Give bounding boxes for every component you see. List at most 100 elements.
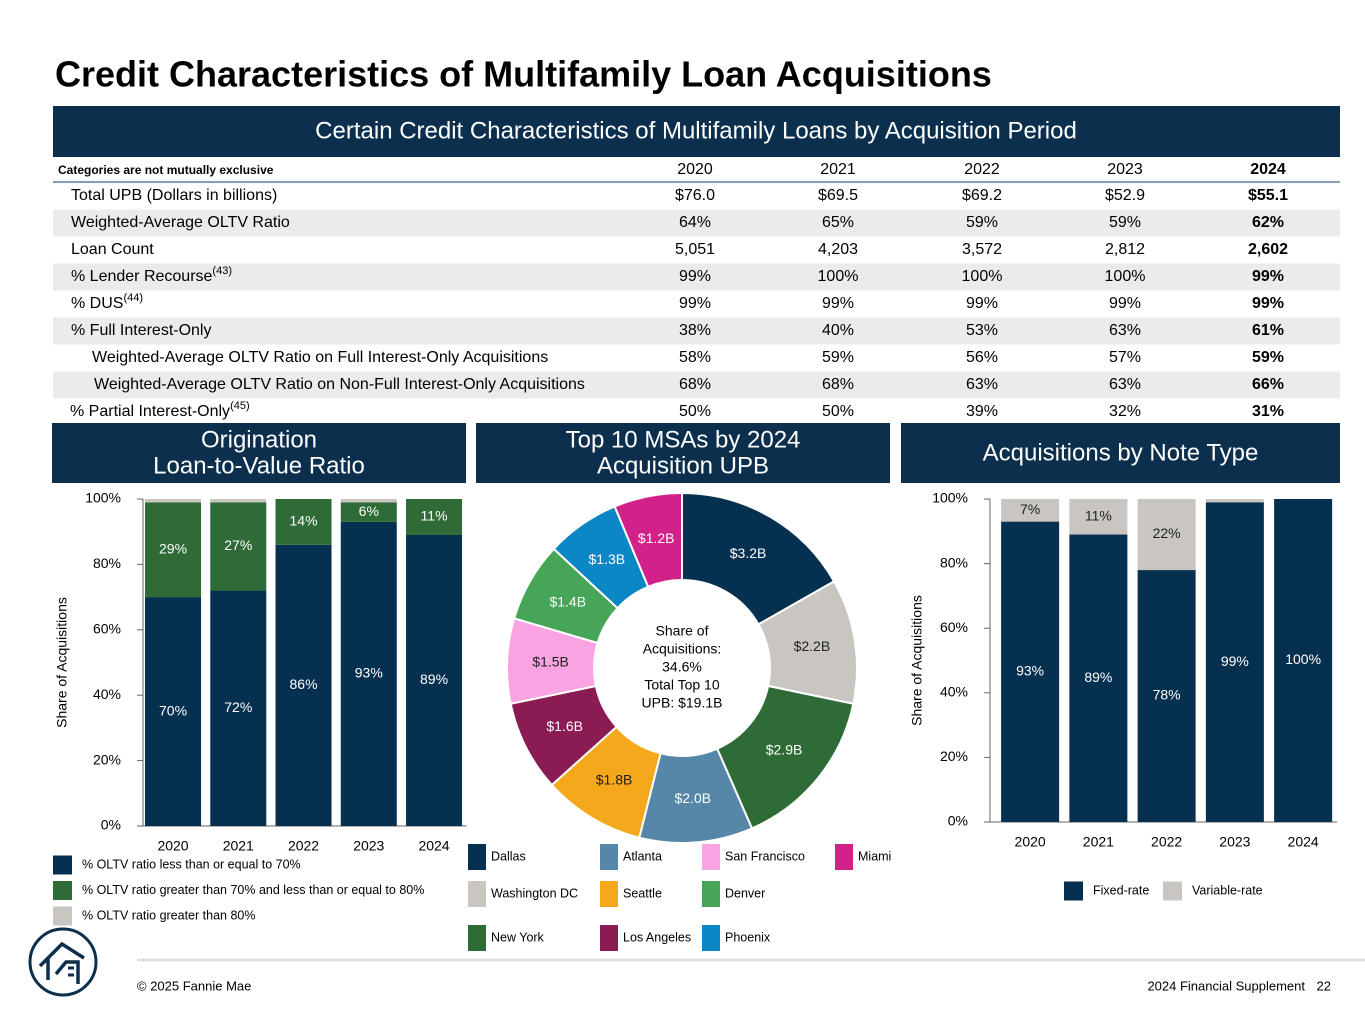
bar-segment (340, 502, 397, 522)
value-label: 6% (359, 503, 379, 519)
legend-swatch (468, 881, 486, 907)
value-label: 100% (1285, 651, 1321, 667)
table-cell: 50% (822, 403, 854, 420)
row-band (53, 371, 1340, 399)
table-cell: 99% (679, 268, 711, 285)
bar-segment (1137, 499, 1196, 571)
center-label: Share of (656, 623, 709, 639)
value-label: $2.2B (794, 638, 831, 654)
value-label: $1.3B (589, 551, 626, 567)
center-label: Acquisitions: (643, 641, 722, 657)
chart-banner (901, 423, 1340, 483)
row-label-text: Total UPB (Dollars in billions) (71, 187, 277, 204)
table-note: Categories are not mutually exclusive (58, 163, 274, 177)
x-tick-label: 2020 (157, 838, 188, 854)
row-label-text: Weighted-Average OLTV Ratio (71, 214, 290, 231)
table-cell: 68% (679, 376, 711, 393)
legend-label: Washington DC (491, 886, 578, 900)
table-cell: $76.0 (675, 187, 715, 204)
table-cell: 63% (966, 376, 998, 393)
value-label: 11% (421, 508, 448, 524)
table-cell: 2,812 (1105, 241, 1145, 258)
table-cell: 59% (1109, 214, 1141, 231)
bar-segment (275, 544, 332, 826)
bar-segment (1137, 570, 1196, 822)
value-label: $1.5B (532, 653, 569, 669)
x-tick-label: 2020 (1015, 834, 1046, 850)
legend-swatch (600, 881, 618, 907)
row-label: Total UPB (Dollars in billions) (71, 187, 277, 204)
y-tick-label: 0% (948, 813, 968, 829)
legend-swatch (702, 925, 720, 951)
legend-swatch (1163, 881, 1182, 901)
table-cell: 64% (679, 214, 711, 231)
bar-segment (1274, 499, 1333, 822)
value-label: 7% (1020, 501, 1040, 517)
bar-segment (145, 597, 202, 826)
table-cell: 99% (1252, 268, 1284, 285)
row-band (53, 209, 1340, 237)
y-tick-label: 100% (932, 490, 968, 506)
table-cell: 2,602 (1248, 241, 1288, 258)
legend-swatch (468, 844, 486, 870)
column-header: 2023 (1107, 161, 1143, 178)
bar-segment (1001, 499, 1060, 522)
table-cell: 63% (1109, 322, 1141, 339)
bar-segment (340, 499, 397, 503)
legend-label: New York (491, 930, 545, 944)
row-label-text: Weighted-Average OLTV Ratio on Full Inte… (92, 349, 548, 366)
chart-banner (476, 423, 890, 483)
x-tick-label: 2023 (1219, 834, 1250, 850)
table-cell: 5,051 (675, 241, 715, 258)
row-label-text: % Full Interest-Only (71, 322, 211, 339)
donut-slice (681, 491, 836, 626)
table-cell: $52.9 (1105, 187, 1145, 204)
value-label: 89% (1084, 669, 1112, 685)
legend-label: Los Angeles (623, 930, 691, 944)
y-tick-label: 20% (93, 751, 121, 767)
value-label: $1.4B (549, 594, 586, 610)
bar-segment (275, 499, 332, 545)
bar-segment (145, 499, 202, 503)
legend-swatch (1064, 881, 1083, 901)
value-label: 22% (1153, 525, 1181, 541)
bar-segment (1069, 499, 1128, 535)
bar-segment (1205, 502, 1264, 822)
table-cell: 3,572 (962, 241, 1002, 258)
legend-label: Phoenix (725, 930, 771, 944)
footnote-ref: (44) (123, 292, 143, 304)
value-label: $1.6B (546, 718, 583, 734)
x-tick-label: 2023 (353, 838, 384, 854)
legend-swatch (702, 881, 720, 907)
row-label: Weighted-Average OLTV Ratio on Non-Full … (94, 376, 585, 393)
x-tick-label: 2021 (223, 838, 254, 854)
table-cell: 62% (1252, 214, 1284, 231)
value-label: $1.2B (638, 530, 675, 546)
value-label: 93% (1016, 663, 1044, 679)
logo (28, 927, 98, 997)
value-label: 89% (420, 671, 448, 687)
value-label: 86% (290, 676, 318, 692)
bar-segment (210, 590, 267, 826)
legend-swatch (835, 844, 853, 870)
y-axis-label: Share of Acquisitions (54, 597, 70, 728)
chart-title: Acquisitions by Note Type (983, 439, 1259, 466)
bar-segment (1205, 499, 1264, 503)
legend-swatch (53, 855, 72, 875)
legend-swatch (600, 925, 618, 951)
table-cell: 59% (1252, 349, 1284, 366)
legend-label: Variable-rate (1192, 883, 1263, 897)
table-cell: 68% (822, 376, 854, 393)
table-cell: $55.1 (1248, 187, 1288, 204)
table-cell: 100% (818, 268, 859, 285)
y-tick-label: 80% (93, 555, 121, 571)
x-tick-label: 2024 (1288, 834, 1319, 850)
row-label: Loan Count (71, 241, 154, 258)
table-cell: 53% (966, 322, 998, 339)
x-tick-label: 2022 (1151, 834, 1182, 850)
table-cell: 66% (1252, 376, 1284, 393)
value-label: 99% (1221, 653, 1249, 669)
value-label: $3.2B (730, 545, 767, 561)
legend-swatch (702, 844, 720, 870)
